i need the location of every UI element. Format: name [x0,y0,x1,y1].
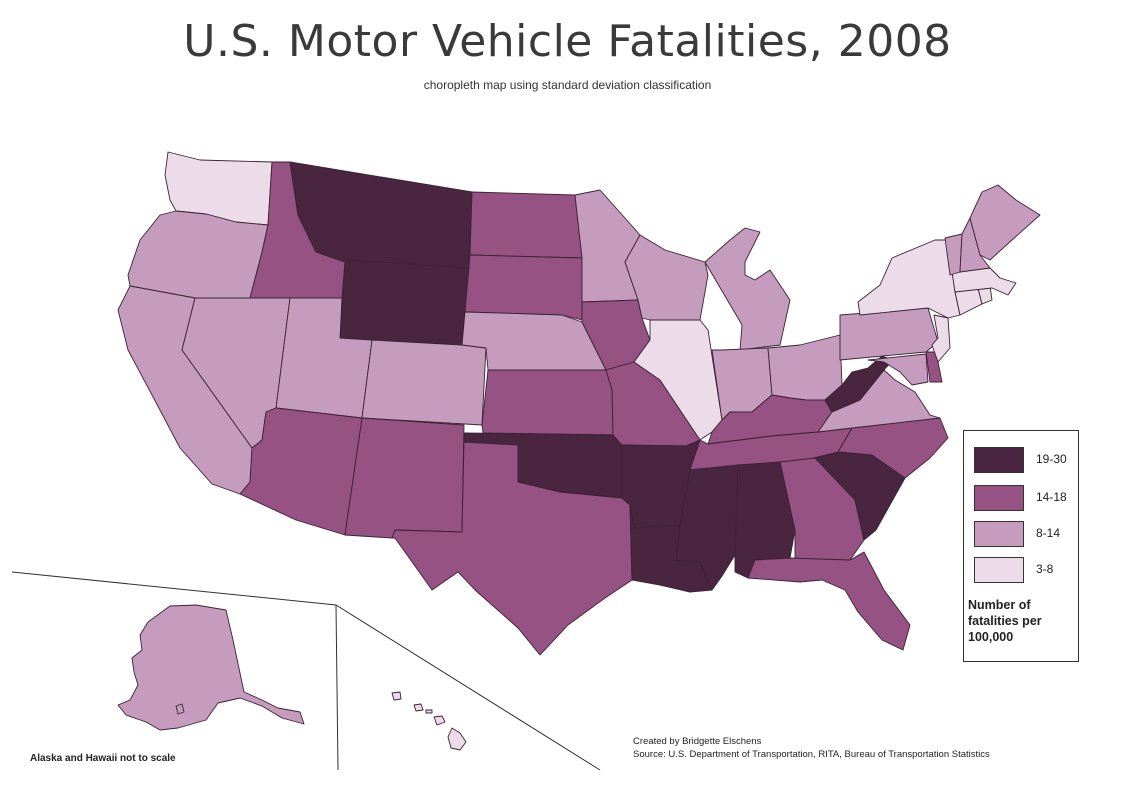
state-wisconsin[interactable] [624,234,709,321]
legend-label: 8-14 [1036,526,1061,540]
alaska-island[interactable] [175,703,185,715]
state-massachusetts[interactable] [951,267,1017,296]
legend: 19-30 14-18 8-14 3-8 Number of fatalitie… [963,430,1079,662]
state-montana[interactable] [289,161,473,269]
state-illinois[interactable] [633,319,723,441]
inset-divider-vertical [335,604,339,771]
state-north-dakota[interactable] [469,191,583,259]
state-hawaii[interactable] [447,727,467,751]
inset-note: Alaska and Hawaii not to scale [30,753,176,764]
state-pennsylvania[interactable] [839,307,939,361]
state-south-dakota[interactable] [464,254,583,321]
state-new-hampshire[interactable] [959,217,991,273]
map-subtitle: choropleth map using standard deviation … [423,78,712,92]
state-wyoming[interactable] [339,259,471,346]
credit-author: Created by Bridgette Elschens [633,736,762,747]
state-colorado[interactable] [361,339,487,426]
credit-source: Source: U.S. Department of Transportatio… [633,749,990,760]
legend-label: 14-18 [1036,490,1067,504]
hawaii-island-molokai[interactable] [425,709,433,714]
state-maine[interactable] [969,184,1041,261]
legend-title: Number of fatalities per 100,000 [968,598,1042,644]
state-oregon[interactable] [127,210,269,299]
legend-item-14-18: 14-18 [974,485,1074,511]
hawaii-island-maui[interactable] [433,715,446,726]
legend-label: 3-8 [1036,562,1054,576]
hawaii-island-kauai[interactable] [391,691,402,701]
state-delaware[interactable] [925,351,943,383]
legend-swatch [974,447,1024,473]
legend-swatch [974,521,1024,547]
legend-swatch [974,557,1024,583]
hawaii-island-oahu[interactable] [413,703,424,712]
credit-block: Created by Bridgette Elschens Source: U.… [633,735,990,761]
legend-item-3-8: 3-8 [974,557,1074,583]
state-north-carolina[interactable] [837,417,949,479]
legend-item-19-30: 19-30 [974,447,1074,473]
legend-swatch [974,485,1024,511]
state-minnesota[interactable] [574,189,641,303]
state-kansas[interactable] [481,369,614,436]
state-texas[interactable] [391,441,633,656]
state-connecticut[interactable] [954,287,983,316]
state-new-york[interactable] [857,239,961,319]
state-new-mexico[interactable] [344,417,465,539]
legend-label: 19-30 [1036,452,1067,466]
state-michigan[interactable] [704,227,791,351]
state-florida[interactable] [747,551,911,651]
map-title: U.S. Motor Vehicle Fatalities, 2008 [183,16,952,67]
legend-item-8-14: 8-14 [974,521,1074,547]
state-alaska[interactable] [117,604,305,731]
